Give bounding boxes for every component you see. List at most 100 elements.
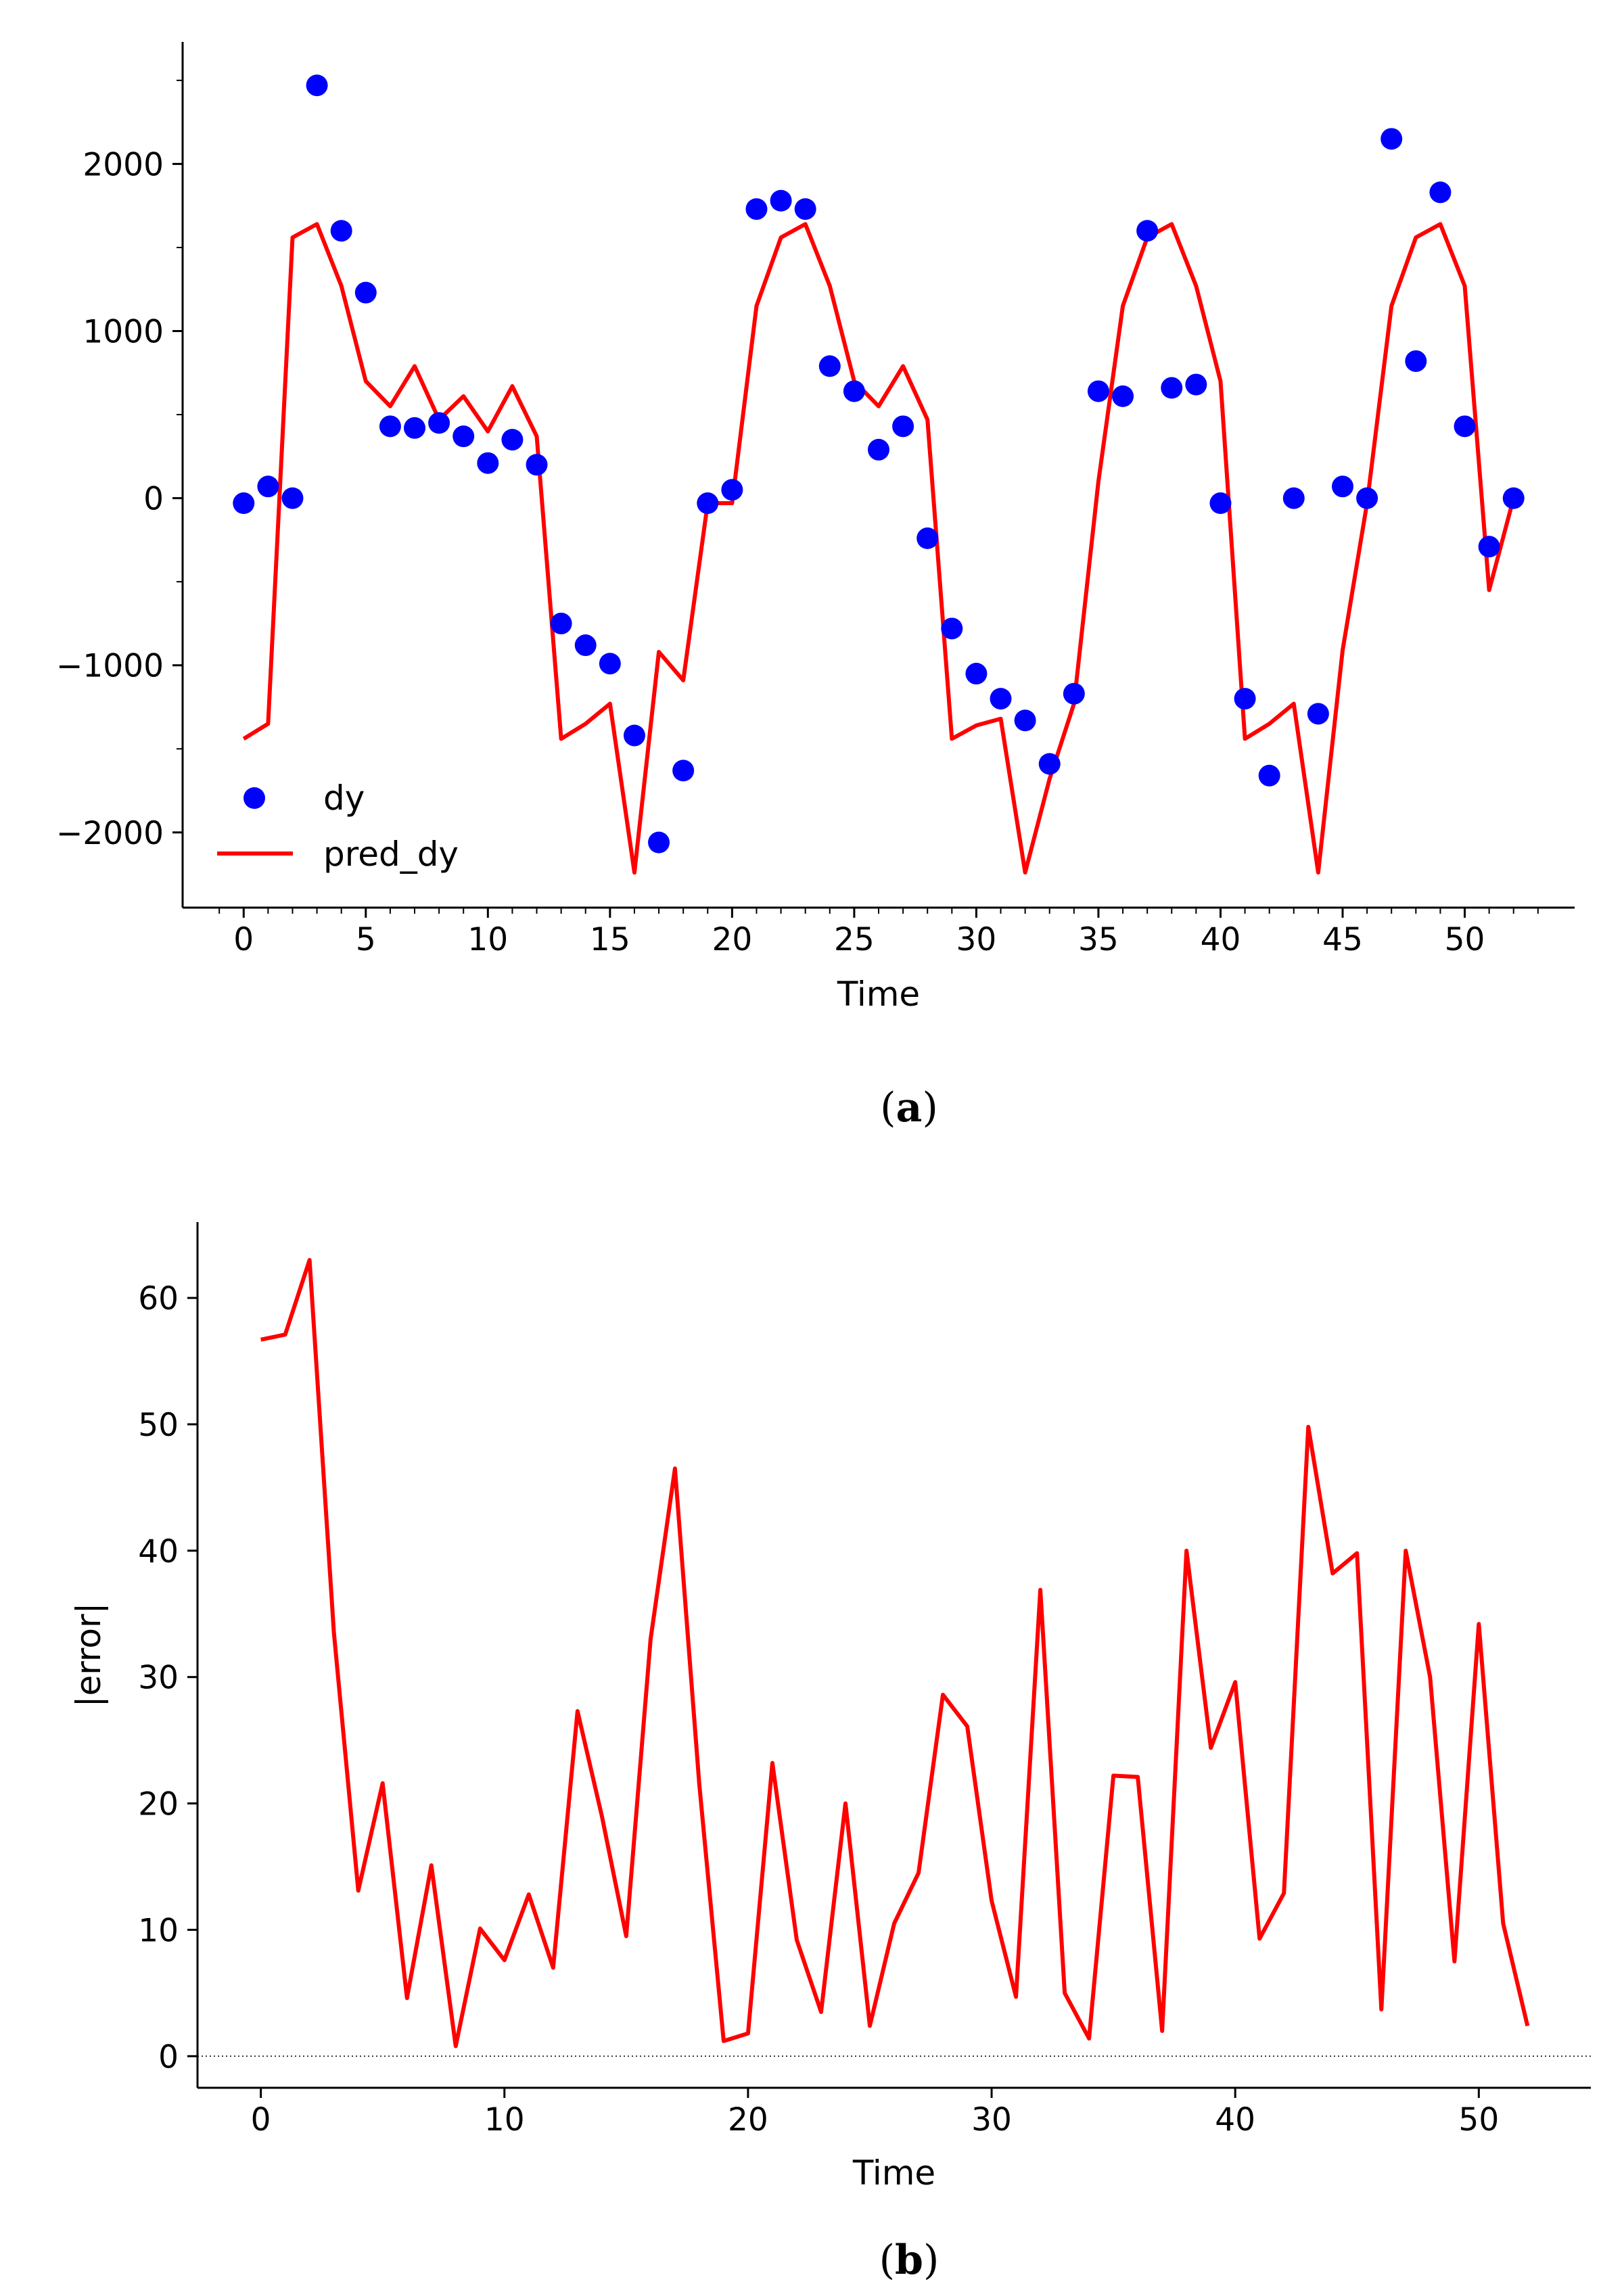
dy-point <box>770 189 792 212</box>
x-tick-label: 10 <box>484 2101 525 2139</box>
dy-point <box>1282 487 1305 509</box>
dy-point <box>354 281 377 304</box>
chart-a: 0 5 10 15 20 25 30 35 40 45 50 −2000 −1000 0 1000 2000… <box>56 42 1575 1131</box>
dy-point <box>574 634 597 657</box>
dy-point <box>843 380 865 402</box>
y-tick-label: 0 <box>143 481 164 518</box>
error-line <box>260 1258 1530 2049</box>
dy-point <box>233 492 255 515</box>
x-tick-label: 10 <box>467 921 508 958</box>
caption-open-paren: ( <box>879 2237 895 2284</box>
y-tick-label: 50 <box>138 1407 179 1444</box>
dy-point <box>697 492 719 515</box>
x-tick-label: 50 <box>1445 921 1485 958</box>
dy-point <box>721 479 743 501</box>
dy-point <box>1161 377 1183 399</box>
legend-dy-label: dy <box>323 778 365 818</box>
dy-point <box>1429 181 1452 204</box>
dy-point <box>1356 487 1378 509</box>
dy-point <box>1258 764 1280 787</box>
dy-point <box>1136 220 1159 242</box>
x-tick-label: 45 <box>1322 921 1363 958</box>
dy-point <box>623 724 645 747</box>
dy-point <box>330 220 352 242</box>
chart-b-x-axis-label: Time <box>852 2153 935 2193</box>
dy-point <box>868 438 889 461</box>
chart-a-x-axis-label: Time <box>837 975 920 1014</box>
dy-point <box>1454 415 1476 438</box>
chart-a-caption: (a) <box>880 1084 938 1131</box>
dy-point <box>1478 536 1500 558</box>
dy-point <box>1209 492 1232 515</box>
dy-point <box>672 760 695 782</box>
y-tick-label: 1000 <box>83 313 164 350</box>
dy-point <box>1185 373 1207 396</box>
x-tick-label: 20 <box>728 2101 768 2139</box>
y-tick-label: 20 <box>138 1786 179 1823</box>
dy-point <box>1038 753 1061 775</box>
dy-point <box>794 198 816 220</box>
y-tick-label: 0 <box>158 2038 179 2076</box>
chart-b-y-ticks: 0 10 20 30 40 50 60 <box>138 1280 198 2076</box>
chart-a-legend: dy pred_dy <box>217 778 459 874</box>
dy-point <box>477 452 499 474</box>
dy-point <box>1332 475 1353 498</box>
chart-b: 0 10 20 30 40 50 0 10 20 30 40 50 60 Time |error| (… <box>69 1222 1591 2284</box>
dy-point <box>379 415 401 438</box>
x-tick-label: 40 <box>1215 2101 1255 2139</box>
dy-point <box>1063 682 1085 705</box>
caption-close-paren: ) <box>923 2237 939 2284</box>
pred-dy-series <box>242 222 1516 875</box>
dy-point <box>453 425 475 448</box>
x-tick-label: 35 <box>1078 921 1119 958</box>
legend-dy-marker <box>243 787 265 809</box>
y-tick-label: −1000 <box>56 648 164 685</box>
dy-point <box>1112 385 1134 407</box>
dy-point <box>599 653 621 675</box>
chart-b-y-axis-label: |error| <box>69 1603 108 1708</box>
dy-point <box>550 612 572 634</box>
pred-dy-line <box>242 222 1516 875</box>
dy-point <box>404 417 425 439</box>
dy-point <box>1014 709 1036 732</box>
dy-point <box>892 415 914 438</box>
x-tick-label: 30 <box>971 2101 1012 2139</box>
legend-pred-dy-label: pred_dy <box>323 835 459 874</box>
chart-b-x-ticks: 0 10 20 30 40 50 <box>251 2088 1499 2139</box>
x-tick-label: 30 <box>956 921 997 958</box>
dy-point <box>990 688 1012 710</box>
dy-point <box>281 487 304 509</box>
chart-a-x-ticks: 0 5 10 15 20 25 30 35 40 45 50 <box>218 908 1539 958</box>
dy-point <box>818 355 841 377</box>
dy-point <box>1234 688 1256 710</box>
error-series <box>260 1258 1530 2049</box>
x-tick-label: 25 <box>834 921 875 958</box>
x-tick-label: 20 <box>712 921 752 958</box>
dy-point <box>965 663 988 685</box>
dy-point <box>1381 128 1403 150</box>
dy-point <box>917 527 939 549</box>
dy-point <box>941 617 963 640</box>
x-tick-label: 50 <box>1458 2101 1499 2139</box>
caption-letter: b <box>895 2237 923 2284</box>
caption-letter: a <box>896 1084 923 1131</box>
x-tick-label: 15 <box>590 921 630 958</box>
dy-point <box>257 475 279 498</box>
caption-close-paren: ) <box>922 1084 937 1131</box>
y-tick-label: 60 <box>138 1280 179 1317</box>
dy-point <box>1405 350 1427 372</box>
y-tick-label: 10 <box>138 1912 179 1949</box>
dy-point <box>428 412 450 434</box>
y-tick-label: 2000 <box>83 146 164 183</box>
y-tick-label: −2000 <box>56 815 164 852</box>
x-tick-label: 40 <box>1201 921 1241 958</box>
dy-point <box>648 831 670 854</box>
dy-point <box>501 429 524 451</box>
chart-a-y-ticks: −2000 −1000 0 1000 2000 <box>56 79 183 852</box>
x-tick-label: 5 <box>356 921 376 958</box>
chart-b-caption: (b) <box>879 2237 939 2284</box>
dy-point <box>306 74 328 97</box>
x-tick-label: 0 <box>233 921 254 958</box>
y-tick-label: 40 <box>138 1533 179 1570</box>
dy-point <box>1502 487 1525 509</box>
